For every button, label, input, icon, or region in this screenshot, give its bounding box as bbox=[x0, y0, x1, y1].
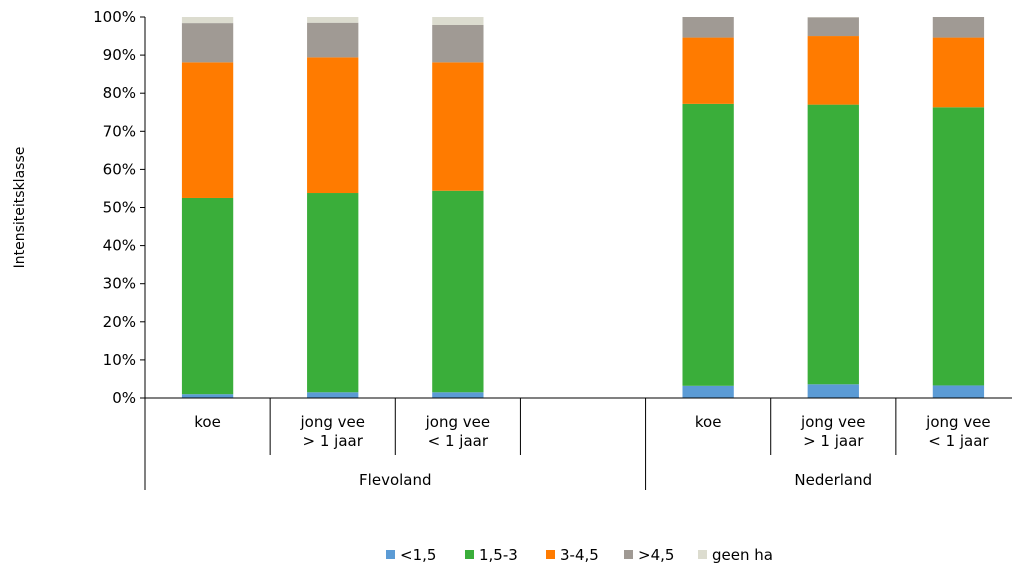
x-group-label: Nederland bbox=[794, 471, 872, 489]
bar-segment-0-6 bbox=[932, 385, 985, 398]
y-tick-label: 40% bbox=[103, 237, 136, 255]
legend-label: geen ha bbox=[712, 546, 773, 564]
bar-segment-3-2 bbox=[432, 25, 484, 63]
x-category-label: > 1 jaar bbox=[303, 432, 364, 450]
y-tick-label: 90% bbox=[103, 46, 136, 64]
bar-segment-3-1 bbox=[307, 22, 359, 58]
x-category-label: > 1 jaar bbox=[803, 432, 864, 450]
x-category-label: < 1 jaar bbox=[428, 432, 489, 450]
bar-segment-1-1 bbox=[307, 193, 359, 393]
legend-swatch bbox=[624, 550, 633, 559]
y-tick-label: 80% bbox=[103, 84, 136, 102]
bar-segment-1-0 bbox=[181, 197, 234, 395]
x-category-label: jong vee bbox=[425, 413, 490, 431]
bar-segment-0-1 bbox=[307, 392, 359, 398]
y-axis-label: Intensiteitsklasse bbox=[12, 147, 28, 269]
y-tick-label: 30% bbox=[103, 275, 136, 293]
legend-label: <1,5 bbox=[400, 546, 436, 564]
x-group-label: Flevoland bbox=[359, 471, 431, 489]
legend-swatch bbox=[465, 550, 474, 559]
bar-segment-4-0 bbox=[181, 17, 234, 24]
bar-segment-3-6 bbox=[932, 17, 985, 38]
y-tick-label: 10% bbox=[103, 351, 136, 369]
bar-segment-1-5 bbox=[807, 104, 859, 385]
bar-segment-4-2 bbox=[432, 17, 484, 26]
x-category-label: jong vee bbox=[800, 413, 865, 431]
legend-swatch bbox=[546, 550, 555, 559]
bar-segment-0-0 bbox=[181, 394, 234, 398]
bar-segment-1-2 bbox=[432, 190, 484, 393]
legend-label: >4,5 bbox=[638, 546, 674, 564]
legend-label: 3-4,5 bbox=[560, 546, 599, 564]
y-tick-label: 20% bbox=[103, 313, 136, 331]
y-tick-label: 60% bbox=[103, 160, 136, 178]
bar-segment-0-5 bbox=[807, 384, 859, 398]
bar-segment-0-2 bbox=[432, 392, 484, 398]
legend-swatch bbox=[386, 550, 395, 559]
x-category-label: koe bbox=[194, 413, 221, 431]
x-category-label: jong vee bbox=[925, 413, 990, 431]
bar-segment-2-1 bbox=[307, 57, 359, 194]
bar-segment-1-4 bbox=[682, 103, 734, 386]
bar-segment-2-2 bbox=[432, 62, 484, 191]
bar-segment-2-0 bbox=[181, 62, 234, 198]
legend-label: 1,5-3 bbox=[479, 546, 518, 564]
bar-segment-0-4 bbox=[682, 385, 734, 398]
x-category-label: < 1 jaar bbox=[928, 432, 989, 450]
y-tick-label: 0% bbox=[112, 389, 136, 407]
bar-segment-3-0 bbox=[181, 23, 234, 63]
y-tick-label: 100% bbox=[93, 8, 136, 26]
bar-segment-2-4 bbox=[682, 37, 734, 104]
bar-segment-3-5 bbox=[807, 17, 859, 37]
bar-segment-4-1 bbox=[307, 17, 359, 23]
bar-segment-2-6 bbox=[932, 37, 985, 108]
bar-segment-2-5 bbox=[807, 36, 859, 105]
x-category-label: jong vee bbox=[299, 413, 364, 431]
bar-segment-3-4 bbox=[682, 17, 734, 38]
x-category-label: koe bbox=[695, 413, 722, 431]
y-tick-label: 70% bbox=[103, 122, 136, 140]
y-tick-label: 50% bbox=[103, 199, 136, 217]
legend-swatch bbox=[698, 550, 707, 559]
bar-segment-1-6 bbox=[932, 107, 985, 386]
